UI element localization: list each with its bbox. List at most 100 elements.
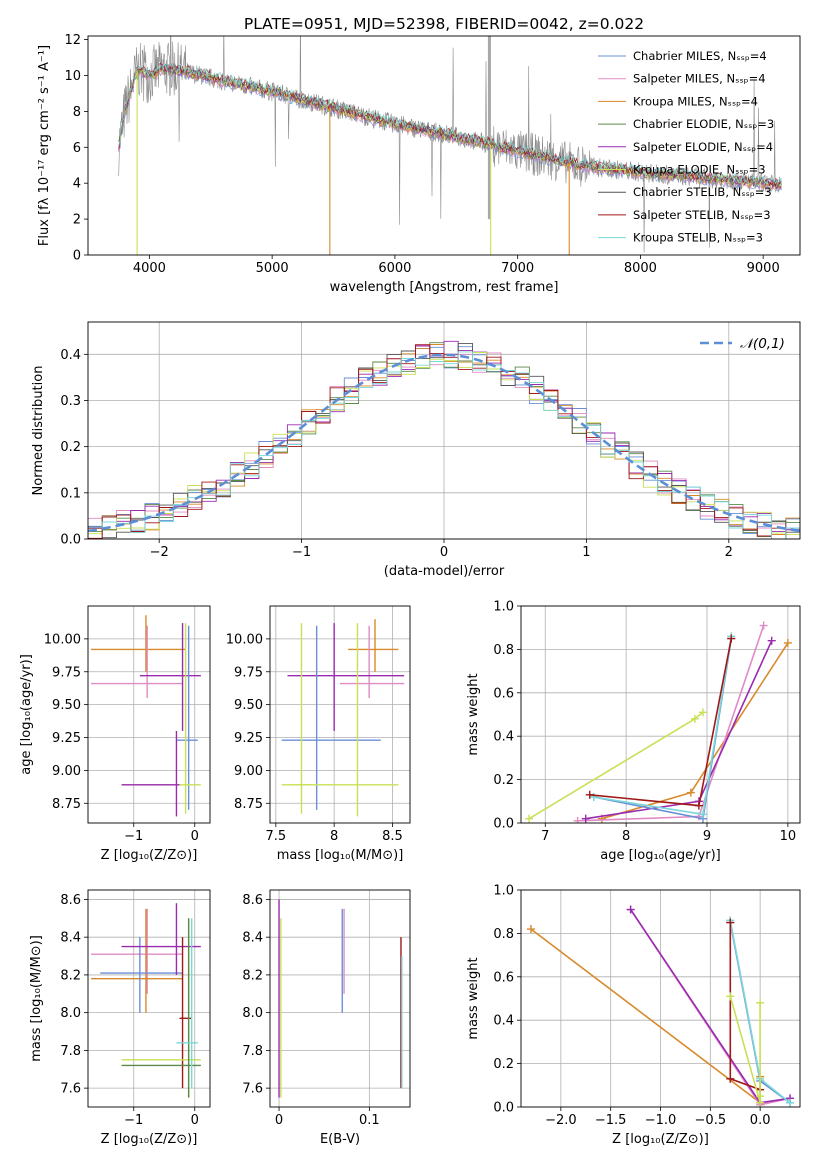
weight-point-marker <box>690 714 699 723</box>
weight-point-marker <box>726 1074 735 1083</box>
y-tick-label: 9.75 <box>234 665 263 680</box>
spectrum-legend: Chabrier MILES, Nₛₛₚ=4 Salpeter MILES, Nₛ… <box>598 49 774 245</box>
y-tick-label: 0.0 <box>60 533 81 548</box>
x-tick-label: 8 <box>622 829 630 844</box>
y-tick-label: 10.00 <box>44 632 81 647</box>
axes-frame <box>269 889 411 1108</box>
x-tick-label: 2 <box>725 545 733 560</box>
y-tick-label: 0.8 <box>493 643 514 658</box>
y-tick-label: 0.4 <box>493 730 514 745</box>
y-tick-label: 8.0 <box>242 1006 263 1021</box>
y-tick-label: 0.1 <box>60 486 81 501</box>
weight-point-marker <box>694 801 703 810</box>
weight-point-marker <box>698 810 707 819</box>
x-tick-label: −1 <box>124 829 143 844</box>
legend-label-2: Kroupa MILES, Nₛₛₚ=4 <box>633 94 758 108</box>
x-axis-label: wavelength [Angstrom, rest frame] <box>330 280 559 295</box>
y-axis-label: Normed distribution <box>31 366 46 496</box>
model-spectrum-line-8 <box>118 63 782 186</box>
weight-point-marker <box>786 1098 795 1107</box>
axes-frame <box>520 605 801 824</box>
axes-frame <box>269 605 411 824</box>
x-tick-label: 8000 <box>624 261 657 276</box>
model-spectrum-line-2 <box>118 67 782 191</box>
x-tick-label: −1.5 <box>595 1113 627 1128</box>
weight-series-line-6 <box>729 996 761 1103</box>
axes-residuals: −2 −1 0 1 2 0.0 0.1 0.2 0.3 0.4 (data-model)/error… <box>31 321 801 579</box>
x-axis-label: Z [log₁₀(Z/Z⊙)] <box>101 848 198 863</box>
x-axis-label: Z [log₁₀(Z/Z⊙)] <box>101 1132 198 1147</box>
y-tick-label: 0.3 <box>60 394 81 409</box>
axes-frame <box>87 605 211 824</box>
x-tick-label: −1 <box>292 545 311 560</box>
x-axis-label: Z [log₁₀(Z/Z⊙)] <box>612 1132 709 1147</box>
x-tick-label: 9000 <box>747 261 780 276</box>
x-tick-label: 0.0 <box>750 1113 771 1128</box>
axes-massweight-vs-Z: −2.0 −1.5 −1.0 −0.5 0.0 0.0 0.2 0.4 0.6 0.8 1.0 Z [… <box>466 884 801 1147</box>
legend-label-3: Chabrier ELODIE, Nₛₛₚ=3 <box>633 117 774 131</box>
x-tick-label: 7.5 <box>265 829 286 844</box>
x-tick-label: 10 <box>780 829 797 844</box>
x-tick-label: −1.0 <box>645 1113 677 1128</box>
axes-mass-vs-Z: −1 0 7.6 7.8 8.0 8.2 8.4 8.6 Z [log₁₀(Z/Z⊙)] mass… <box>29 889 211 1147</box>
y-tick-label: 0.8 <box>493 927 514 942</box>
weight-point-marker <box>589 792 598 801</box>
y-tick-label: 8.0 <box>60 1006 81 1021</box>
x-tick-label: 0 <box>275 1113 283 1128</box>
y-tick-label: 8 <box>73 105 81 120</box>
y-tick-label: 12 <box>64 33 81 48</box>
y-axis-label: mass weight <box>466 673 481 755</box>
model-spectrum-line-7 <box>118 62 782 187</box>
x-tick-label: 8 <box>330 829 338 844</box>
axes-age-vs-Z: −1 0 8.75 9.00 9.25 9.50 9.75 10.00 Z [log₁₀(Z/Z… <box>19 605 211 863</box>
weight-point-marker <box>726 992 735 1001</box>
y-tick-label: 9.25 <box>234 731 263 746</box>
plot-area-mass-vs-EBV <box>278 899 403 1098</box>
observed-spectrum-line <box>118 36 782 253</box>
axes-age-vs-mass: 7.5 8 8.5 8.75 9.00 9.25 9.50 9.75 10.00 mass [lo… <box>226 605 411 863</box>
x-tick-label: 4000 <box>133 261 166 276</box>
legend-label-5: Kroupa ELODIE, Nₛₛₚ=3 <box>633 163 766 177</box>
x-axis-label: age [log₁₀(age/yr)] <box>600 848 721 863</box>
legend-label-8: Kroupa STELIB, Nₛₛₚ=3 <box>633 231 763 245</box>
x-tick-label: 9 <box>703 829 711 844</box>
y-axis-label: Flux [fλ 10⁻¹⁷ erg cm⁻² s⁻¹ A⁻¹] <box>37 45 52 246</box>
y-tick-label: 0.2 <box>493 1057 514 1072</box>
plot-area-residuals <box>88 340 800 539</box>
y-tick-label: 6 <box>73 141 81 156</box>
y-tick-label: 8.2 <box>60 968 81 983</box>
x-axis-label: (data-model)/error <box>384 564 505 579</box>
y-tick-label: 9.50 <box>234 698 263 713</box>
x-tick-label: 0 <box>440 545 448 560</box>
y-axis-label: age [log₁₀(age/yr)] <box>19 654 34 775</box>
plot-area-mass-vs-Z <box>91 903 201 1098</box>
y-tick-label: 7.8 <box>242 1044 263 1059</box>
weight-point-marker <box>698 708 707 717</box>
plots-layer: 4000 5000 6000 7000 8000 9000024681012wavelen… <box>19 33 801 1147</box>
y-tick-label: 9.00 <box>234 764 263 779</box>
weight-point-marker <box>626 905 635 914</box>
x-tick-label: 1 <box>582 545 590 560</box>
weight-point-marker <box>727 634 736 643</box>
y-tick-label: 0.2 <box>493 773 514 788</box>
y-tick-label: 10 <box>64 69 81 84</box>
y-tick-label: 9.50 <box>52 698 81 713</box>
y-tick-label: 8.6 <box>242 893 263 908</box>
axes-frame <box>87 889 211 1108</box>
y-axis-label: mass [log₁₀(M/M⊙)] <box>29 935 44 1062</box>
legend-label-4: Salpeter ELODIE, Nₛₛₚ=4 <box>633 140 773 154</box>
x-tick-label: 0 <box>191 829 199 844</box>
weight-point-marker <box>526 925 535 934</box>
x-axis-label: mass [log₁₀(M/M⊙)] <box>277 848 404 863</box>
weight-point-marker <box>756 1092 765 1101</box>
axes-spectrum: 4000 5000 6000 7000 8000 9000 0 2 4 6 8 10 12 wavelen… <box>37 33 801 295</box>
y-tick-label: 9.00 <box>52 764 81 779</box>
weight-point-marker <box>726 918 735 927</box>
y-tick-label: 0.2 <box>60 440 81 455</box>
x-tick-label: 5000 <box>256 261 289 276</box>
y-tick-label: 4 <box>73 177 81 192</box>
y-tick-label: 0 <box>73 249 81 264</box>
y-tick-label: 0.4 <box>493 1014 514 1029</box>
plot-area-spectrum <box>118 36 782 255</box>
axes-massweight-vs-age: 7 8 9 10 0.0 0.2 0.4 0.6 0.8 1.0 age [log₁₀(age/yr… <box>466 600 801 863</box>
